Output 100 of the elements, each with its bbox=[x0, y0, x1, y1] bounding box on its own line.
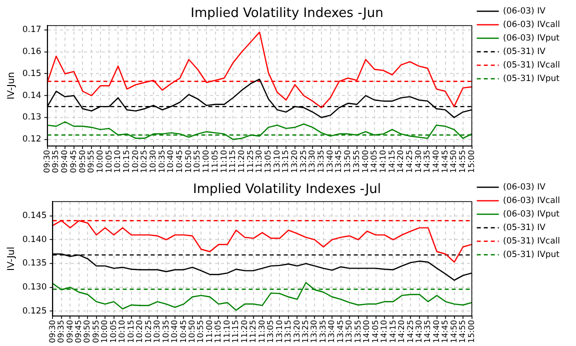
x-tick-label: 13:10 bbox=[274, 320, 284, 344]
x-tick-label: 14:05 bbox=[370, 150, 379, 174]
x-tick-label: 11:10 bbox=[222, 320, 232, 344]
x-tick-label: 14:25 bbox=[404, 150, 414, 174]
x-tick-label: 09:55 bbox=[91, 320, 100, 344]
x-tick-label: 11:20 bbox=[236, 150, 246, 174]
x-tick-label: 11:25 bbox=[246, 150, 255, 174]
x-tick-label: 13:25 bbox=[300, 320, 310, 344]
x-tick-label: 10:00 bbox=[95, 150, 104, 174]
x-tick-label: 10:10 bbox=[113, 150, 122, 174]
x-tick-label: 09:30 bbox=[42, 150, 52, 174]
x-tick-label: 10:35 bbox=[157, 150, 166, 174]
x-tick-label: 10:00 bbox=[100, 320, 110, 344]
x-tick-label: 13:20 bbox=[290, 150, 300, 174]
x-tick-label: 10:05 bbox=[108, 320, 118, 344]
x-tick-label: 11:30 bbox=[257, 320, 266, 344]
x-tick-label: 10:30 bbox=[152, 320, 162, 344]
x-tick-label: 13:05 bbox=[266, 320, 276, 344]
x-tick-label: 10:15 bbox=[122, 150, 131, 174]
x-tick-label: 10:40 bbox=[166, 150, 176, 174]
x-tick-label: 14:30 bbox=[414, 150, 423, 174]
legend-label: (05-31) IVput bbox=[503, 250, 560, 260]
x-tick-label: 14:10 bbox=[378, 150, 388, 174]
x-tick-label: 14:55 bbox=[458, 320, 468, 344]
x-tick-label: 10:45 bbox=[175, 150, 184, 174]
x-tick-label: 14:45 bbox=[440, 150, 450, 174]
y-tick-label: 0.145 bbox=[22, 211, 47, 222]
x-tick-label: 14:25 bbox=[406, 320, 415, 344]
x-tick-label: 14:05 bbox=[370, 320, 380, 344]
legend-label: (06-03) IVcall bbox=[503, 196, 560, 206]
x-tick-label: 11:00 bbox=[204, 320, 214, 344]
x-tick-label: 11:15 bbox=[231, 320, 240, 344]
legend-label: (05-31) IVcall bbox=[503, 60, 560, 70]
x-tick-label: 11:10 bbox=[219, 150, 228, 174]
x-tick-label: 09:50 bbox=[78, 150, 87, 174]
y-tick-label: 0.135 bbox=[22, 258, 47, 269]
y-tick-label: 0.125 bbox=[22, 306, 47, 316]
x-tick-label: 15:00 bbox=[466, 150, 476, 174]
y-tick-label: 0.140 bbox=[22, 234, 47, 245]
y-tick-label: 0.130 bbox=[22, 282, 47, 293]
legend-label: (05-31) IVput bbox=[503, 74, 560, 84]
chart-title: Implied Volatility Indexes -Jul bbox=[192, 182, 382, 198]
x-tick-label: 10:20 bbox=[135, 320, 144, 344]
x-tick-label: 14:40 bbox=[431, 150, 440, 174]
x-tick-label: 13:40 bbox=[327, 320, 336, 344]
x-tick-label: 10:15 bbox=[126, 320, 136, 344]
x-tick-label: 13:50 bbox=[344, 320, 354, 344]
x-tick-label: 14:50 bbox=[449, 320, 458, 344]
x-tick-label: 13:55 bbox=[352, 150, 361, 174]
x-tick-label: 10:05 bbox=[104, 150, 114, 174]
x-tick-label: 13:20 bbox=[292, 320, 302, 344]
y-axis-title: IV-Jul bbox=[6, 246, 18, 271]
x-tick-label: 09:45 bbox=[74, 320, 84, 344]
x-tick-label: 09:40 bbox=[60, 150, 70, 174]
x-tick-label: 11:30 bbox=[254, 150, 264, 174]
x-tick-label: 14:10 bbox=[380, 320, 389, 344]
x-tick-label: 13:35 bbox=[318, 320, 328, 344]
x-tick-label: 13:30 bbox=[310, 320, 319, 344]
x-tick-label: 09:55 bbox=[86, 150, 96, 174]
x-tick-label: 13:45 bbox=[334, 150, 344, 174]
x-tick-label: 14:15 bbox=[388, 320, 398, 344]
x-tick-label: 10:45 bbox=[178, 320, 188, 344]
x-tick-label: 14:00 bbox=[360, 150, 370, 174]
x-tick-label: 10:30 bbox=[148, 150, 158, 174]
legend-label: (06-03) IVput bbox=[503, 209, 560, 220]
x-tick-label: 09:30 bbox=[48, 320, 57, 344]
x-tick-label: 13:40 bbox=[325, 150, 334, 174]
x-tick-label: 14:45 bbox=[440, 320, 450, 344]
x-tick-label: 11:15 bbox=[228, 150, 238, 174]
x-tick-label: 09:45 bbox=[68, 150, 78, 174]
x-tick-label: 13:10 bbox=[272, 150, 282, 174]
x-tick-label: 13:25 bbox=[298, 150, 308, 174]
x-tick-label: 10:25 bbox=[144, 320, 153, 344]
y-axis-title: IV-Jun bbox=[6, 72, 18, 100]
y-tick-label: 0.16 bbox=[22, 47, 42, 58]
x-tick-label: 13:55 bbox=[353, 320, 362, 344]
x-tick-label: 10:50 bbox=[187, 320, 196, 344]
x-tick-label: 13:05 bbox=[263, 150, 272, 174]
y-tick-label: 0.13 bbox=[22, 112, 42, 123]
x-tick-label: 10:35 bbox=[161, 320, 170, 344]
x-tick-label: 14:00 bbox=[362, 320, 372, 344]
y-tick-label: 0.12 bbox=[22, 134, 42, 145]
x-tick-label: 14:35 bbox=[423, 320, 432, 344]
legend-label: (05-31) IV bbox=[503, 46, 546, 57]
x-tick-label: 14:40 bbox=[432, 320, 441, 344]
x-tick-label: 14:15 bbox=[387, 150, 396, 174]
y-tick-label: 0.14 bbox=[22, 90, 42, 101]
x-tick-label: 09:50 bbox=[82, 320, 92, 344]
x-tick-label: 13:35 bbox=[316, 150, 326, 174]
x-tick-label: 14:30 bbox=[414, 320, 424, 344]
x-tick-label: 13:50 bbox=[343, 150, 352, 174]
x-tick-label: 11:20 bbox=[240, 320, 249, 344]
x-tick-label: 10:50 bbox=[184, 150, 193, 174]
x-tick-label: 14:20 bbox=[397, 320, 406, 344]
x-tick-label: 09:40 bbox=[65, 320, 74, 344]
y-tick-label: 0.17 bbox=[22, 25, 42, 36]
legend-label: (06-03) IVcall bbox=[503, 20, 560, 30]
x-tick-label: 14:35 bbox=[422, 150, 432, 174]
legend-label: (05-31) IVcall bbox=[503, 236, 560, 246]
x-tick-label: 14:20 bbox=[396, 150, 406, 174]
